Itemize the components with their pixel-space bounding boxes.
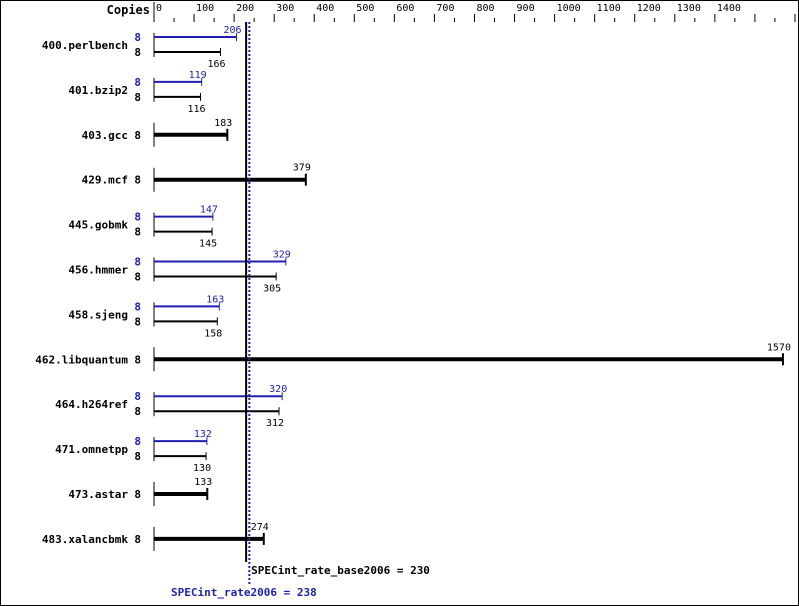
- base-value: 158: [204, 328, 222, 339]
- benchmark-name: 483.xalancbmk: [42, 533, 128, 546]
- benchmark-name: 462.libquantum: [35, 353, 128, 366]
- tick-label: 1300: [677, 3, 701, 14]
- peak-value: 163: [206, 294, 224, 305]
- peak-copies: 8: [134, 256, 141, 269]
- base-copies: 8: [134, 315, 141, 328]
- benchmark-row: 462.libquantum 8 1570: [35, 342, 791, 372]
- base-copies: 8: [134, 271, 141, 284]
- peak-value: 206: [223, 25, 241, 36]
- benchmark-name: 403.gcc: [82, 129, 128, 142]
- peak-copies: 8: [134, 435, 141, 448]
- benchmark-row: 429.mcf 8 379: [82, 163, 311, 192]
- tick-label: 400: [316, 3, 334, 14]
- base-value: 379: [293, 163, 311, 174]
- base-value: 312: [266, 418, 284, 429]
- base-copies: 8: [134, 450, 141, 463]
- benchmark-row: 483.xalancbmk 8 274: [42, 522, 269, 551]
- benchmark-name: 429.mcf: [82, 174, 128, 187]
- base-copies: 8: [134, 46, 141, 59]
- base-copies: 8: [134, 129, 141, 142]
- base-value: 305: [263, 284, 281, 295]
- benchmark-row: 403.gcc 8 183: [82, 118, 232, 147]
- peak-value: 119: [189, 70, 207, 81]
- benchmark-name: 456.hmmer: [68, 264, 128, 277]
- peak-value: 147: [200, 205, 218, 216]
- benchmark-name: 445.gobmk: [68, 219, 128, 232]
- base-copies: 8: [134, 226, 141, 239]
- tick-label: 1100: [597, 3, 621, 14]
- tick-label: 800: [476, 3, 494, 14]
- peak-copies: 8: [134, 211, 141, 224]
- peak-value: 320: [269, 384, 287, 395]
- base-copies: 8: [134, 533, 141, 546]
- benchmark-name: 401.bzip2: [68, 84, 128, 97]
- peak-copies: 8: [134, 300, 141, 313]
- base-copies: 8: [134, 174, 141, 187]
- tick-label: 700: [436, 3, 454, 14]
- benchmark-row: 456.hmmer 8 329 8 305: [68, 250, 290, 295]
- benchmark-row: 473.astar 8 133: [68, 477, 212, 506]
- benchmark-row: 445.gobmk 8 147 8 145: [68, 205, 218, 250]
- tick-label: 500: [356, 3, 374, 14]
- tick-label: 300: [276, 3, 294, 14]
- benchmark-name: 464.h264ref: [55, 398, 128, 411]
- base-value: 1570: [767, 342, 791, 353]
- tick-label: 100: [196, 3, 214, 14]
- base-copies: 8: [134, 91, 141, 104]
- benchmark-row: 401.bzip2 8 119 8 116: [68, 70, 206, 115]
- tick-label: 900: [517, 3, 535, 14]
- peak-value: 132: [194, 429, 212, 440]
- base-value: 116: [187, 104, 205, 115]
- peak-reference-label: SPECint_rate2006 = 238: [171, 586, 317, 599]
- base-copies: 8: [134, 488, 141, 501]
- base-value: 166: [207, 59, 225, 70]
- tick-label: 200: [236, 3, 254, 14]
- benchmark-name: 471.omnetpp: [55, 443, 128, 456]
- peak-copies: 8: [134, 390, 141, 403]
- base-value: 274: [251, 522, 269, 533]
- tick-label: 1200: [637, 3, 661, 14]
- peak-copies: 8: [134, 31, 141, 44]
- benchmark-row: 471.omnetpp 8 132 8 130: [55, 429, 212, 474]
- benchmark-row: 400.perlbench 8 206 8 166: [42, 25, 242, 70]
- base-value: 145: [199, 239, 217, 250]
- tick-label: 0: [156, 3, 162, 14]
- base-copies: 8: [134, 353, 141, 366]
- axis-label: Copies: [107, 3, 150, 17]
- tick-label: 1000: [557, 3, 581, 14]
- base-reference-label: SPECint_rate_base2006 = 230: [251, 564, 430, 577]
- benchmark-name: 458.sjeng: [68, 308, 128, 321]
- tick-label: 1600: [797, 3, 799, 14]
- tick-label: 600: [396, 3, 414, 14]
- benchmark-row: 458.sjeng 8 163 8 158: [68, 294, 224, 339]
- base-value: 130: [193, 463, 211, 474]
- base-value: 133: [194, 477, 212, 488]
- base-value: 183: [214, 118, 232, 129]
- benchmark-name: 473.astar: [68, 488, 128, 501]
- benchmark-name: 400.perlbench: [42, 39, 128, 52]
- benchmark-row: 464.h264ref 8 320 8 312: [55, 384, 287, 429]
- peak-value: 329: [273, 250, 291, 261]
- base-copies: 8: [134, 405, 141, 418]
- tick-label: 1400: [717, 3, 741, 14]
- peak-copies: 8: [134, 76, 141, 89]
